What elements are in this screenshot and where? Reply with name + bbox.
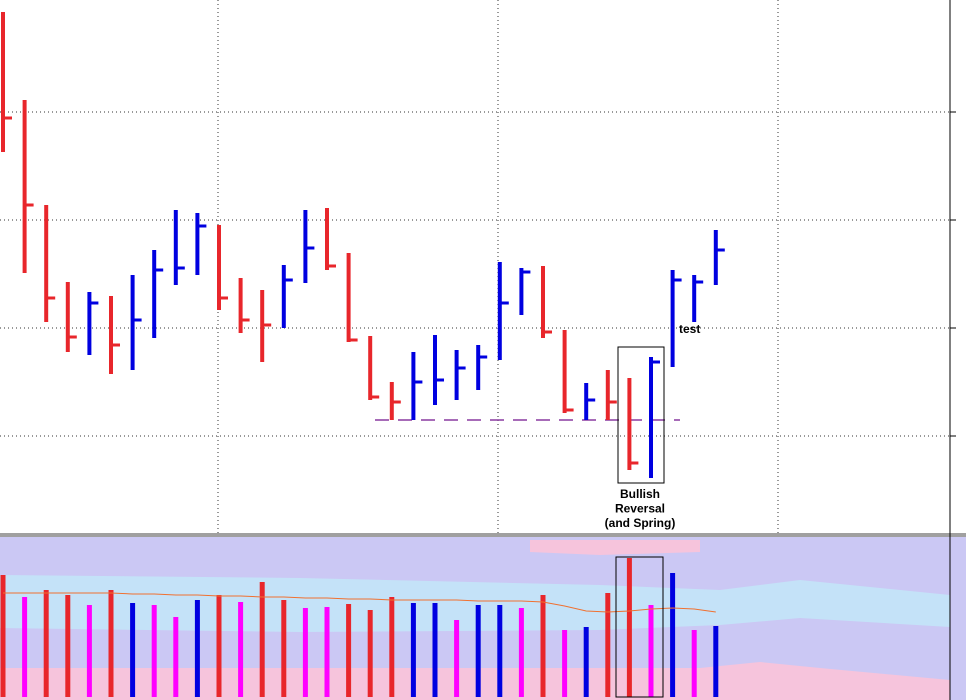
volume-bar xyxy=(86,605,92,697)
volume-band xyxy=(0,662,950,700)
volume-bar xyxy=(497,605,503,697)
volume-bar xyxy=(454,620,460,697)
volume-average xyxy=(3,592,716,613)
volume-bar xyxy=(259,582,265,697)
volume-bar xyxy=(475,605,481,697)
volume-bar xyxy=(108,590,114,697)
price-panel xyxy=(0,0,966,533)
volume-bar xyxy=(432,603,438,697)
annotation-text: Bullish xyxy=(620,487,660,501)
volume-band xyxy=(530,540,700,555)
volume-bar xyxy=(389,597,395,697)
volume-bar xyxy=(216,595,222,697)
panel-separator xyxy=(0,533,966,537)
annotation-text: (and Spring) xyxy=(605,516,676,530)
volume-bar xyxy=(562,630,568,697)
volume-bar xyxy=(65,595,71,697)
volume-bar xyxy=(302,608,308,697)
volume-bar xyxy=(540,595,546,697)
annotation-box xyxy=(615,556,664,698)
volume-bar xyxy=(670,573,676,697)
annotation-text: Reversal xyxy=(615,502,665,516)
volume-bar xyxy=(583,627,589,697)
volume-bar xyxy=(713,626,719,697)
volume-bar xyxy=(518,608,524,697)
volume-bar xyxy=(238,602,244,697)
volume-bar xyxy=(410,603,416,697)
volume-bar xyxy=(281,600,287,697)
volume-bar xyxy=(194,600,200,697)
volume-bar xyxy=(626,558,632,697)
volume-bar xyxy=(43,590,49,697)
volume-bar xyxy=(648,605,654,697)
volume-bar xyxy=(346,604,352,697)
volume-bar xyxy=(151,605,157,697)
volume-bar xyxy=(173,617,179,697)
annotation-box xyxy=(617,346,665,484)
volume-bar xyxy=(130,603,136,697)
volume-band xyxy=(0,575,950,632)
volume-bar xyxy=(691,630,697,697)
volume-bar xyxy=(324,607,330,697)
annotation-text: test xyxy=(679,322,700,336)
volume-bar xyxy=(367,610,373,697)
volume-bar xyxy=(605,593,611,697)
volume-bar xyxy=(0,575,6,697)
volume-bar xyxy=(22,597,28,697)
